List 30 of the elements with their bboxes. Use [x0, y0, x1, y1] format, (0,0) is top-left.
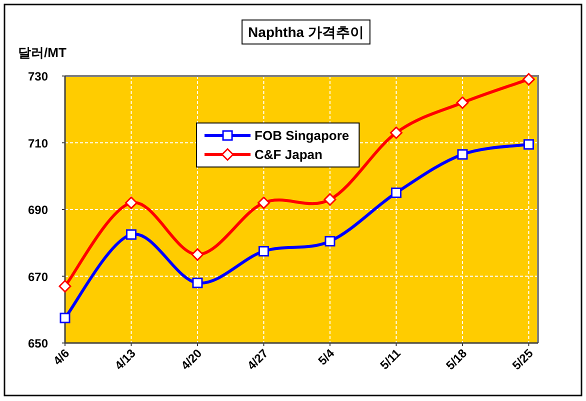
legend-label: C&F Japan [254, 147, 322, 162]
point [390, 188, 402, 198]
point [457, 149, 468, 160]
y-tick-label: 690 [28, 203, 48, 217]
legend-label: FOB Singapore [254, 128, 350, 143]
point [523, 139, 534, 150]
point [191, 248, 204, 261]
y-axis-title: 달러/MT [18, 45, 66, 60]
x-tick-label: 4/6 [50, 346, 72, 368]
y-tick-label: 670 [28, 270, 48, 284]
chart-title: Naphtha 가격추이 [248, 24, 364, 40]
y-tick-label: 730 [28, 70, 48, 84]
point [324, 236, 336, 246]
point [324, 193, 336, 206]
point [126, 229, 136, 240]
point [60, 312, 70, 324]
point [456, 96, 469, 109]
point [258, 246, 269, 256]
point [192, 278, 203, 288]
x-tick-label: 5/4 [315, 346, 338, 368]
x-tick-label: 4/13 [112, 346, 139, 373]
point [522, 73, 535, 86]
point [257, 196, 270, 210]
x-tick-label: 4/20 [178, 346, 205, 373]
y-tick-label: 710 [28, 136, 48, 150]
point [124, 196, 138, 210]
point [58, 280, 72, 293]
y-tick-label: 650 [28, 336, 48, 350]
point [390, 126, 402, 139]
x-tick-label: 5/11 [377, 346, 404, 372]
